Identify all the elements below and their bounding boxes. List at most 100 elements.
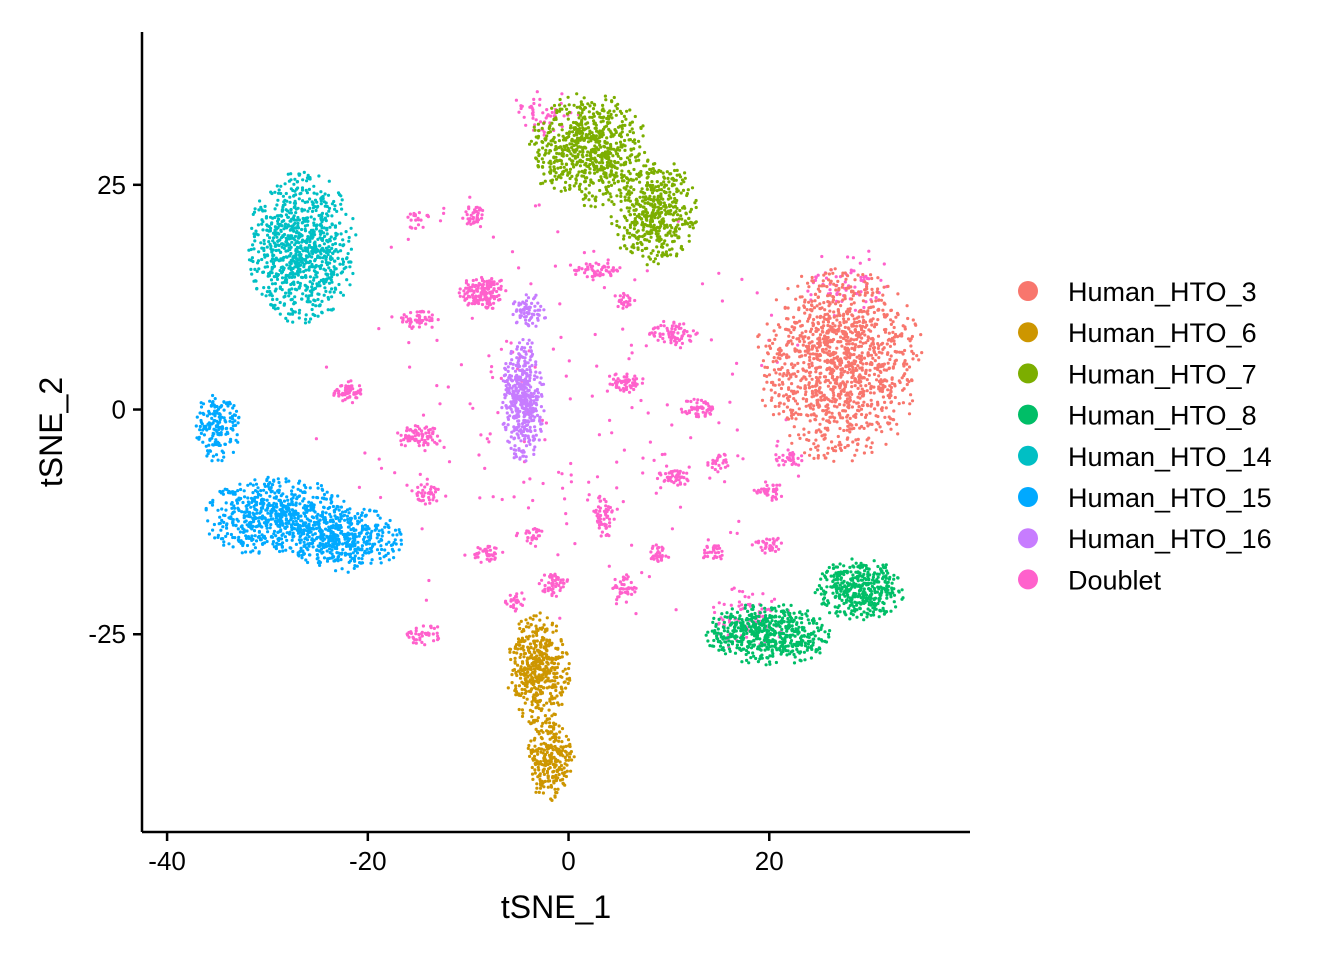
data-point [774, 545, 779, 549]
data-point [655, 476, 660, 481]
data-point [664, 183, 669, 187]
data-point [616, 154, 620, 158]
data-point [601, 119, 605, 123]
data-point [638, 195, 642, 199]
data-point [600, 530, 605, 534]
data-point [842, 409, 846, 413]
data-point [798, 339, 802, 343]
data-point [822, 453, 826, 457]
data-point [822, 315, 826, 319]
data-point [723, 465, 728, 469]
data-point [628, 231, 632, 235]
data-point [715, 547, 719, 551]
data-point [408, 322, 412, 326]
data-point [475, 287, 479, 291]
data-point [597, 130, 601, 135]
data-point [673, 196, 677, 201]
data-point [807, 341, 811, 345]
data-point [857, 375, 861, 379]
data-point [608, 521, 612, 525]
data-point [788, 452, 792, 456]
data-point [776, 356, 780, 360]
data-point [514, 670, 518, 675]
data-point [528, 754, 532, 759]
data-point [688, 210, 692, 214]
data-point [542, 658, 546, 662]
data-point [662, 201, 666, 205]
data-point [802, 361, 806, 365]
data-point [857, 405, 861, 409]
data-point [761, 359, 766, 363]
data-point [652, 458, 656, 462]
data-point [792, 412, 796, 416]
data-point [846, 255, 850, 259]
data-point [843, 325, 847, 329]
data-point [568, 263, 573, 267]
data-point [832, 310, 836, 314]
data-point [872, 372, 877, 376]
data-point [651, 187, 655, 191]
data-point [421, 494, 425, 498]
data-point [802, 304, 806, 308]
data-point [795, 348, 799, 352]
data-point [850, 290, 854, 294]
data-point [671, 218, 675, 222]
data-point [857, 310, 861, 314]
data-point [565, 143, 569, 148]
data-point [475, 284, 479, 288]
data-point [568, 176, 572, 181]
data-point [583, 168, 587, 172]
data-point [411, 641, 415, 645]
data-point [841, 380, 845, 384]
data-point [744, 652, 748, 657]
data-point [417, 497, 421, 501]
data-point [825, 285, 829, 289]
data-point [833, 381, 838, 385]
data-point [815, 403, 820, 407]
data-point [818, 371, 822, 376]
data-point [357, 485, 361, 489]
data-point [812, 413, 816, 417]
data-point [550, 679, 554, 683]
data-point [877, 344, 881, 348]
data-point [580, 123, 584, 127]
data-point [421, 318, 425, 323]
data-point [883, 302, 887, 306]
data-point [426, 215, 430, 219]
data-point [610, 431, 614, 435]
data-point [827, 349, 831, 353]
data-point [532, 738, 536, 742]
points-layer [194, 90, 924, 803]
data-point [863, 280, 867, 284]
data-point [537, 762, 542, 766]
data-point [630, 351, 634, 355]
data-point [508, 650, 512, 654]
data-point [608, 161, 612, 165]
data-point [704, 402, 708, 406]
data-point [627, 209, 631, 213]
data-point [632, 188, 636, 192]
data-point [623, 244, 627, 248]
data-point [787, 458, 791, 462]
data-point [795, 402, 800, 406]
data-point [562, 680, 566, 684]
data-point [640, 187, 644, 191]
data-point [805, 308, 809, 312]
data-point [782, 372, 786, 376]
data-point [646, 197, 650, 201]
data-point [535, 786, 539, 790]
data-point [790, 624, 794, 628]
data-point [619, 298, 624, 302]
data-point [424, 431, 428, 435]
data-point [831, 391, 836, 395]
data-point [399, 439, 403, 443]
data-point [468, 402, 472, 406]
data-point [646, 158, 650, 162]
data-point [682, 330, 686, 334]
data-point [716, 470, 720, 474]
data-point [633, 298, 637, 303]
data-point [528, 477, 532, 481]
data-point [519, 652, 523, 657]
data-point [845, 397, 850, 401]
data-point [536, 716, 540, 720]
